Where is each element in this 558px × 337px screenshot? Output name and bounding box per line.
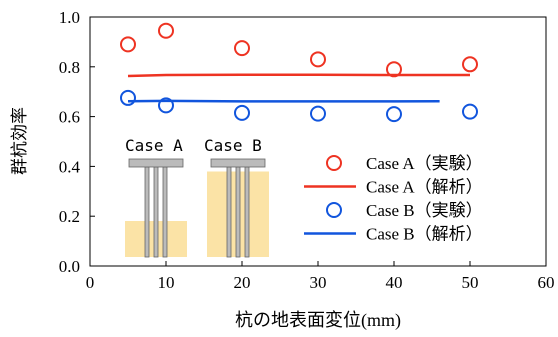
data-point xyxy=(386,61,402,78)
data-point xyxy=(462,103,478,120)
legend: Case A（実験） Case A（解析） Case B（実験） Case B（解析） xyxy=(304,154,483,244)
data-point xyxy=(310,105,326,122)
y-tick-label: 0.6 xyxy=(59,108,80,127)
legend-label: Case A（解析） xyxy=(366,178,483,197)
data-point xyxy=(234,104,250,121)
x-tick-label: 40 xyxy=(386,273,403,292)
y-tick-label: 0.2 xyxy=(59,207,80,226)
y-tick-label: 0.4 xyxy=(59,157,81,176)
case-a-pile xyxy=(162,166,168,258)
data-point xyxy=(234,40,250,57)
series-line-3 xyxy=(127,99,440,103)
inset-case-b-label: Case B xyxy=(204,136,262,155)
series-line-1 xyxy=(127,73,470,78)
y-axis-label: 群杭効率 xyxy=(10,107,30,175)
case-b-pile-cap xyxy=(210,158,266,168)
data-point xyxy=(462,56,478,73)
data-point xyxy=(310,51,326,68)
x-axis: 0 10 20 30 40 50 60 xyxy=(86,261,555,292)
case-b-pile xyxy=(226,166,232,258)
y-axis: 0.0 0.2 0.4 0.6 0.8 1.0 xyxy=(59,8,95,276)
case-a-pile xyxy=(144,166,150,258)
legend-label: Case B（実験） xyxy=(366,201,483,220)
series-layer xyxy=(120,22,478,123)
legend-marker-swatch xyxy=(326,155,342,171)
x-tick-label: 60 xyxy=(538,273,555,292)
case-b-pile xyxy=(235,166,241,258)
case-b-pile xyxy=(244,166,250,258)
x-tick-label: 10 xyxy=(158,273,175,292)
y-tick-label: 0.0 xyxy=(59,257,80,276)
pile-inset: Case A Case B xyxy=(125,136,269,258)
x-tick-label: 20 xyxy=(234,273,251,292)
legend-marker-swatch xyxy=(326,202,342,218)
x-tick-label: 0 xyxy=(86,273,95,292)
x-tick-label: 50 xyxy=(462,273,479,292)
legend-label: Case B（解析） xyxy=(366,225,483,244)
y-tick-label: 0.8 xyxy=(59,58,80,77)
inset-case-a-label: Case A xyxy=(125,136,183,155)
data-point xyxy=(158,97,174,114)
data-point xyxy=(386,106,402,123)
legend-label: Case A（実験） xyxy=(366,154,483,173)
case-a-pile xyxy=(153,166,159,258)
data-point xyxy=(120,36,136,53)
case-a-pile-cap xyxy=(128,158,184,168)
data-point xyxy=(120,89,136,106)
x-axis-label: 杭の地表面変位(mm) xyxy=(235,310,401,331)
data-point xyxy=(158,22,174,39)
y-tick-label: 1.0 xyxy=(59,8,80,27)
x-tick-label: 30 xyxy=(310,273,327,292)
